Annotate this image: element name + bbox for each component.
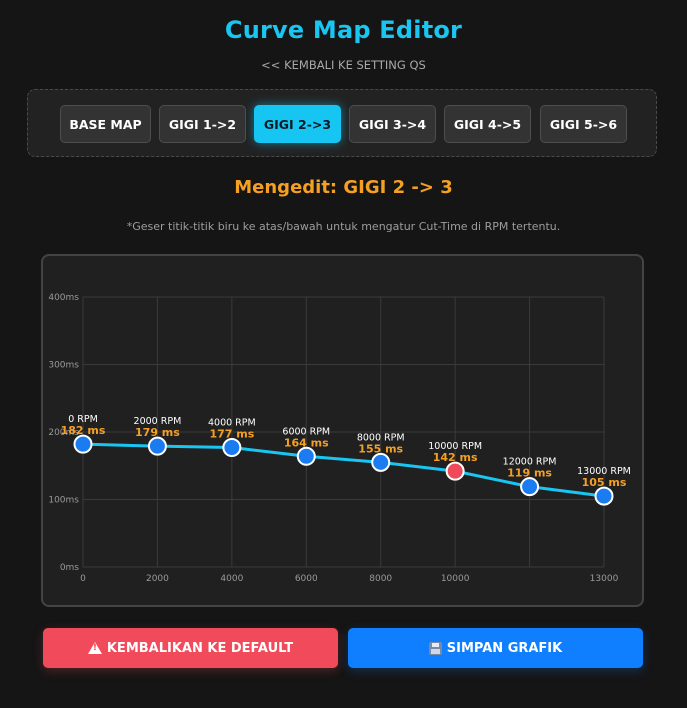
reset-default-button[interactable]: KEMBALIKAN KE DEFAULT: [43, 628, 338, 668]
reset-default-label: KEMBALIKAN KE DEFAULT: [106, 640, 294, 656]
floppy-disk-icon: [428, 641, 442, 655]
curve-point-handle[interactable]: [222, 438, 242, 458]
point-ms-label: 105 ms: [582, 476, 627, 489]
y-tick-label: 100ms: [48, 496, 79, 506]
y-tick-label: 0ms: [60, 563, 79, 573]
curve-point-handle[interactable]: [296, 446, 316, 466]
y-tick-label: 200ms: [48, 428, 79, 438]
x-tick-label: 6000: [295, 574, 318, 584]
curve-point-handle[interactable]: [371, 452, 391, 472]
point-ms-label: 119 ms: [507, 467, 552, 480]
x-tick-label: 2000: [146, 574, 169, 584]
warning-icon: [87, 642, 102, 654]
x-tick-label: 0: [80, 574, 86, 584]
x-tick-label: 4000: [220, 574, 243, 584]
point-ms-label: 164 ms: [284, 436, 329, 449]
y-tick-label: 300ms: [48, 361, 79, 371]
point-rpm-label: 8000 RPM: [357, 432, 405, 443]
point-ms-label: 179 ms: [135, 426, 180, 439]
tab-gigi-2-3[interactable]: GIGI 2->3: [254, 105, 341, 143]
page-title: Curve Map Editor: [224, 16, 463, 44]
tab-gigi-1-2[interactable]: GIGI 1->2: [159, 105, 246, 143]
save-chart-button[interactable]: SIMPAN GRAFIK: [348, 628, 643, 668]
tab-base-map[interactable]: BASE MAP: [60, 105, 151, 143]
point-ms-label: 182 ms: [61, 424, 106, 437]
x-tick-label: 13000: [590, 574, 619, 584]
point-rpm-label: 13000 RPM: [577, 466, 631, 477]
point-ms-label: 177 ms: [209, 428, 254, 441]
x-tick-label: 8000: [369, 574, 392, 584]
point-ms-label: 142 ms: [433, 451, 478, 464]
point-rpm-label: 2000 RPM: [134, 416, 182, 427]
curve-chart-panel: 0ms 100ms 200ms 300ms 400ms 0 2000 4000 6000 8000…: [41, 254, 644, 607]
curve-point-handle[interactable]: [594, 486, 614, 506]
point-rpm-label: 10000 RPM: [428, 441, 482, 452]
point-rpm-label: 6000 RPM: [282, 426, 330, 437]
curve-point-handle[interactable]: [73, 434, 93, 454]
hint-text: *Geser titik-titik biru ke atas/bawah un…: [126, 220, 561, 233]
gear-tab-bar: BASE MAP GIGI 1->2 GIGI 2->3 GIGI 3->4 G…: [27, 89, 657, 157]
save-chart-label: SIMPAN GRAFIK: [446, 640, 563, 656]
x-tick-label: 10000: [441, 574, 470, 584]
point-ms-label: 155 ms: [358, 442, 403, 455]
curve-point-handle[interactable]: [520, 477, 540, 497]
point-rpm-label: 0 RPM: [68, 414, 98, 425]
tab-gigi-5-6[interactable]: GIGI 5->6: [540, 105, 627, 143]
curve-chart: 0ms 100ms 200ms 300ms 400ms 0 2000 4000 6000 8000…: [48, 293, 631, 584]
back-to-qs-settings-link[interactable]: << KEMBALI KE SETTING QS: [261, 58, 426, 72]
tab-gigi-4-5[interactable]: GIGI 4->5: [444, 105, 531, 143]
curve-point-handle[interactable]: [445, 461, 465, 481]
editing-label: Mengedit: GIGI 2 -> 3: [234, 177, 453, 198]
curve-point-handle[interactable]: [147, 436, 167, 456]
point-rpm-label: 12000 RPM: [503, 457, 557, 468]
tab-gigi-3-4[interactable]: GIGI 3->4: [349, 105, 436, 143]
curve-line: [82, 442, 605, 498]
y-tick-label: 400ms: [48, 293, 79, 303]
point-rpm-label: 4000 RPM: [208, 418, 256, 429]
